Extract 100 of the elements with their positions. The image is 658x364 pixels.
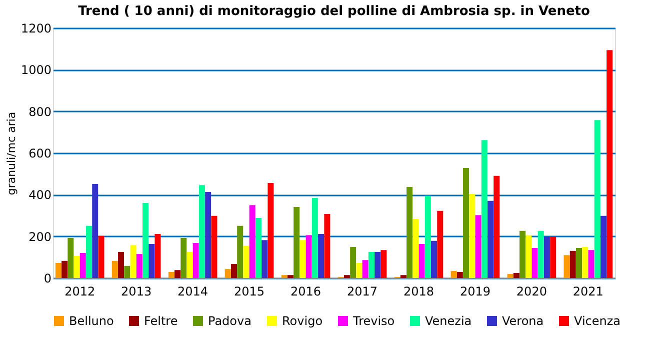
bar: [318, 234, 324, 278]
bar: [368, 252, 374, 278]
bar: [68, 238, 74, 278]
bar: [192, 243, 199, 278]
legend-label: Feltre: [144, 314, 178, 328]
bar: [544, 236, 550, 278]
bar: [312, 198, 318, 278]
bar: [356, 263, 362, 278]
x-tick-label: 2017: [346, 284, 378, 298]
bar: [211, 216, 218, 278]
bar: [412, 219, 419, 278]
legend-label: Venezia: [425, 314, 472, 328]
bar: [481, 140, 488, 278]
bar: [576, 248, 582, 278]
bar: [362, 260, 368, 278]
bar: [570, 250, 576, 278]
legend-label: Belluno: [69, 314, 114, 328]
bar: [463, 168, 470, 278]
bar: [98, 236, 104, 278]
legend-label: Verona: [502, 314, 544, 328]
bar: [494, 176, 500, 278]
bar: [487, 200, 494, 278]
y-tick-label: 0: [44, 272, 52, 286]
bar: [588, 250, 594, 278]
y-axis-title: granuli/mc aria: [4, 112, 18, 196]
y-tick-label: 400: [28, 188, 52, 202]
bar: [118, 252, 124, 278]
bar: [324, 214, 330, 278]
y-tick-label: 1200: [20, 22, 52, 36]
bar: [112, 260, 118, 278]
bar: [380, 250, 387, 278]
bar: [148, 244, 155, 278]
y-tick-label: 1000: [20, 63, 52, 78]
bar: [249, 205, 256, 278]
bar: [600, 216, 606, 278]
bar: [594, 120, 600, 278]
bar: [350, 246, 356, 278]
bar: [74, 256, 80, 278]
legend-label: Treviso: [352, 314, 395, 328]
bar: [55, 263, 62, 278]
x-tick-label: 2013: [121, 284, 152, 298]
bar: [268, 183, 274, 278]
bar: [520, 230, 526, 278]
bar: [124, 266, 130, 278]
bar: [142, 203, 148, 278]
bar: [300, 240, 306, 278]
y-tick-label: 600: [28, 146, 52, 160]
bar: [180, 238, 187, 278]
bar: [456, 272, 463, 278]
bar: [606, 50, 613, 278]
bar: [287, 275, 294, 278]
bar: [205, 192, 212, 278]
bar: [418, 244, 425, 278]
bar: [400, 275, 406, 278]
y-tick-label: 200: [28, 230, 52, 244]
bar: [344, 275, 350, 278]
x-tick-label: 2014: [178, 284, 208, 298]
bar: [130, 245, 136, 278]
bar: [154, 234, 161, 278]
bar: [136, 254, 142, 278]
x-tick-label: 2015: [234, 284, 265, 298]
bar: [262, 240, 268, 278]
bar: [237, 226, 244, 278]
bar: [475, 215, 482, 278]
bar: [294, 206, 300, 278]
x-tick-label: 2020: [516, 284, 547, 298]
bar: [174, 270, 181, 278]
bar: [80, 253, 86, 278]
bar: [564, 255, 570, 278]
bar: [374, 252, 381, 278]
bar: [507, 274, 514, 278]
x-tick-label: 2012: [64, 284, 96, 298]
bar: [550, 236, 556, 278]
bar: [437, 210, 444, 278]
bar: [224, 269, 231, 278]
bar: [582, 246, 588, 278]
legend-label: Vicenza: [574, 314, 621, 328]
bar: [538, 230, 544, 278]
x-tick-label: 2021: [572, 284, 604, 298]
bar: [513, 273, 520, 278]
bar: [243, 246, 250, 278]
x-tick-label: 2018: [403, 284, 434, 298]
bar: [92, 184, 98, 278]
bar: [62, 260, 68, 278]
bar: [168, 272, 174, 278]
bar: [526, 235, 532, 278]
bar: [306, 235, 312, 278]
chart-title: Trend ( 10 anni) di monitoraggio del polline di Ambrosia sp. in Veneto: [78, 4, 590, 19]
bar: [450, 270, 457, 278]
bar: [281, 275, 288, 278]
bar: [198, 185, 205, 278]
x-tick-label: 2016: [290, 284, 322, 298]
x-tick-label: 2019: [460, 284, 490, 298]
bar: [532, 248, 538, 278]
bar: [424, 196, 431, 278]
bar: [230, 264, 237, 278]
bar: [255, 218, 262, 278]
bar: [406, 186, 413, 278]
bar: [86, 226, 92, 278]
bar: [469, 194, 476, 278]
